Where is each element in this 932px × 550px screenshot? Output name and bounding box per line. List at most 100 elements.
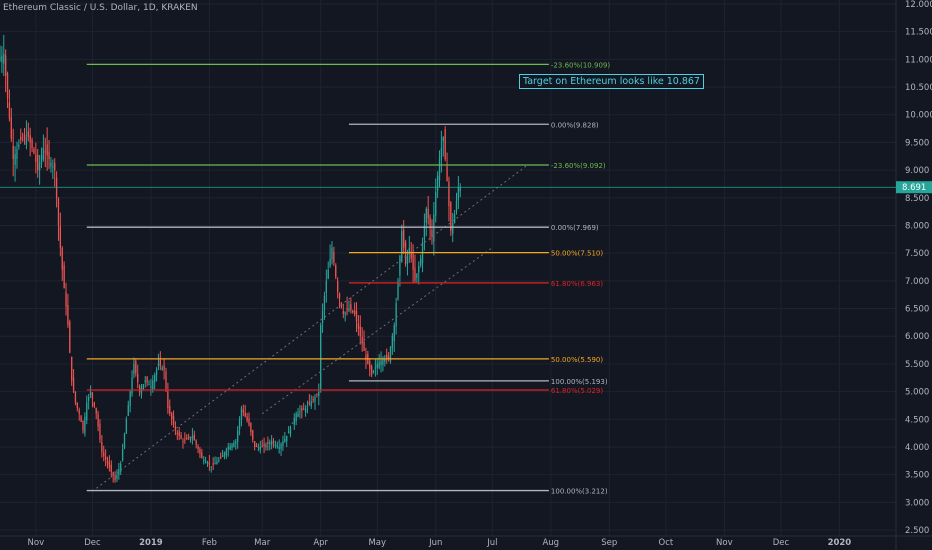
candle-body — [280, 444, 282, 449]
candle-body — [329, 258, 331, 267]
candle-body — [48, 151, 50, 160]
candle — [82, 420, 84, 434]
candle-body — [91, 392, 94, 399]
target-annotation[interactable]: Target on Ethereum looks like 10.867 — [519, 74, 704, 89]
candle — [344, 311, 346, 322]
fib-level[interactable]: 100.00%(5.193) — [348, 378, 608, 386]
candle — [221, 449, 224, 457]
candle — [333, 246, 335, 266]
candle-body — [233, 442, 235, 447]
candle-body — [387, 355, 390, 359]
candle-body — [3, 53, 5, 64]
candle — [44, 137, 46, 168]
candle — [263, 437, 265, 454]
candle-body — [106, 460, 109, 464]
candle-body — [270, 441, 273, 445]
candle-body — [376, 363, 378, 368]
fib-label: 100.00%(5.193) — [551, 378, 608, 386]
candle — [29, 127, 31, 157]
candle-body — [54, 162, 56, 171]
candle — [376, 358, 378, 375]
candle — [346, 296, 348, 316]
candle-body — [303, 409, 305, 411]
candle — [165, 367, 167, 392]
trendline[interactable] — [92, 164, 529, 492]
candle — [112, 471, 114, 483]
candle — [93, 401, 95, 409]
fib-level[interactable]: 100.00%(3.212) — [86, 488, 608, 496]
candle — [257, 443, 260, 452]
candle-body — [397, 280, 399, 299]
candle-body — [72, 377, 75, 392]
candle-body — [427, 208, 429, 219]
candle-body — [301, 408, 303, 411]
candle — [427, 195, 429, 225]
candle-body — [76, 402, 78, 409]
candle-body — [323, 295, 326, 310]
y-tick-label: 11.500 — [905, 28, 932, 38]
candle — [20, 128, 22, 144]
candle-body — [448, 181, 450, 207]
candle — [55, 171, 58, 208]
candle — [369, 358, 371, 377]
candle-body — [425, 208, 427, 223]
candle — [291, 422, 294, 424]
candle — [0, 45, 1, 63]
channel-line[interactable] — [261, 247, 493, 415]
candle — [378, 354, 380, 370]
candle-body — [355, 310, 358, 322]
candle — [433, 202, 435, 256]
candle-body — [278, 446, 280, 449]
candle — [408, 235, 410, 263]
candle — [235, 438, 237, 450]
candle — [131, 370, 133, 397]
candle — [210, 466, 212, 473]
candle-body — [110, 464, 112, 472]
fib-level[interactable]: 0.00%(7.969) — [86, 224, 599, 232]
candle-body — [144, 380, 146, 383]
fib-level[interactable]: 61.80%(5.029) — [86, 387, 604, 395]
candle — [404, 239, 407, 267]
candle-body — [14, 154, 16, 165]
fib-level[interactable]: -23.60%(9.092) — [86, 162, 606, 170]
fib-level[interactable]: 61.80%(6.963) — [348, 280, 603, 288]
fib-level[interactable]: 0.00%(9.828) — [348, 121, 599, 129]
candle — [336, 277, 339, 299]
candle-body — [204, 461, 207, 463]
y-tick-label: 6.000 — [905, 332, 929, 342]
candle — [216, 456, 218, 465]
candle-body — [353, 310, 356, 315]
candle — [46, 127, 48, 171]
candle — [242, 404, 244, 417]
candle — [297, 408, 299, 418]
candle — [27, 122, 29, 142]
x-tick-label: Jun — [428, 538, 442, 548]
candle-body — [0, 57, 1, 60]
candle-body — [80, 416, 82, 423]
candle-body — [116, 474, 118, 479]
candle — [238, 416, 241, 436]
candle — [269, 439, 271, 451]
fib-level[interactable]: 50.00%(5.590) — [86, 356, 604, 364]
candle — [142, 383, 145, 390]
candle — [72, 369, 75, 393]
candle — [253, 441, 256, 451]
fib-level[interactable]: -23.60%(10.909) — [86, 61, 611, 69]
fib-label: 0.00%(9.828) — [551, 121, 599, 129]
candle — [457, 175, 460, 210]
candle-body — [38, 162, 41, 171]
candle — [331, 241, 333, 265]
candle-body — [252, 430, 254, 440]
y-tick-label: 7.000 — [905, 277, 929, 287]
candle-body — [37, 154, 39, 171]
x-tick-label: Oct — [659, 538, 674, 548]
candle-body — [459, 187, 461, 192]
candle-body — [363, 341, 365, 351]
fib-level[interactable]: 50.00%(7.510) — [348, 250, 603, 258]
candle — [148, 380, 150, 386]
candle — [178, 427, 180, 441]
candle — [455, 192, 458, 215]
candle-body — [276, 445, 278, 447]
